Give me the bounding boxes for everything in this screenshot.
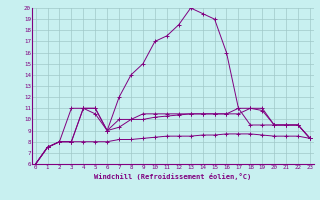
X-axis label: Windchill (Refroidissement éolien,°C): Windchill (Refroidissement éolien,°C): [94, 173, 252, 180]
